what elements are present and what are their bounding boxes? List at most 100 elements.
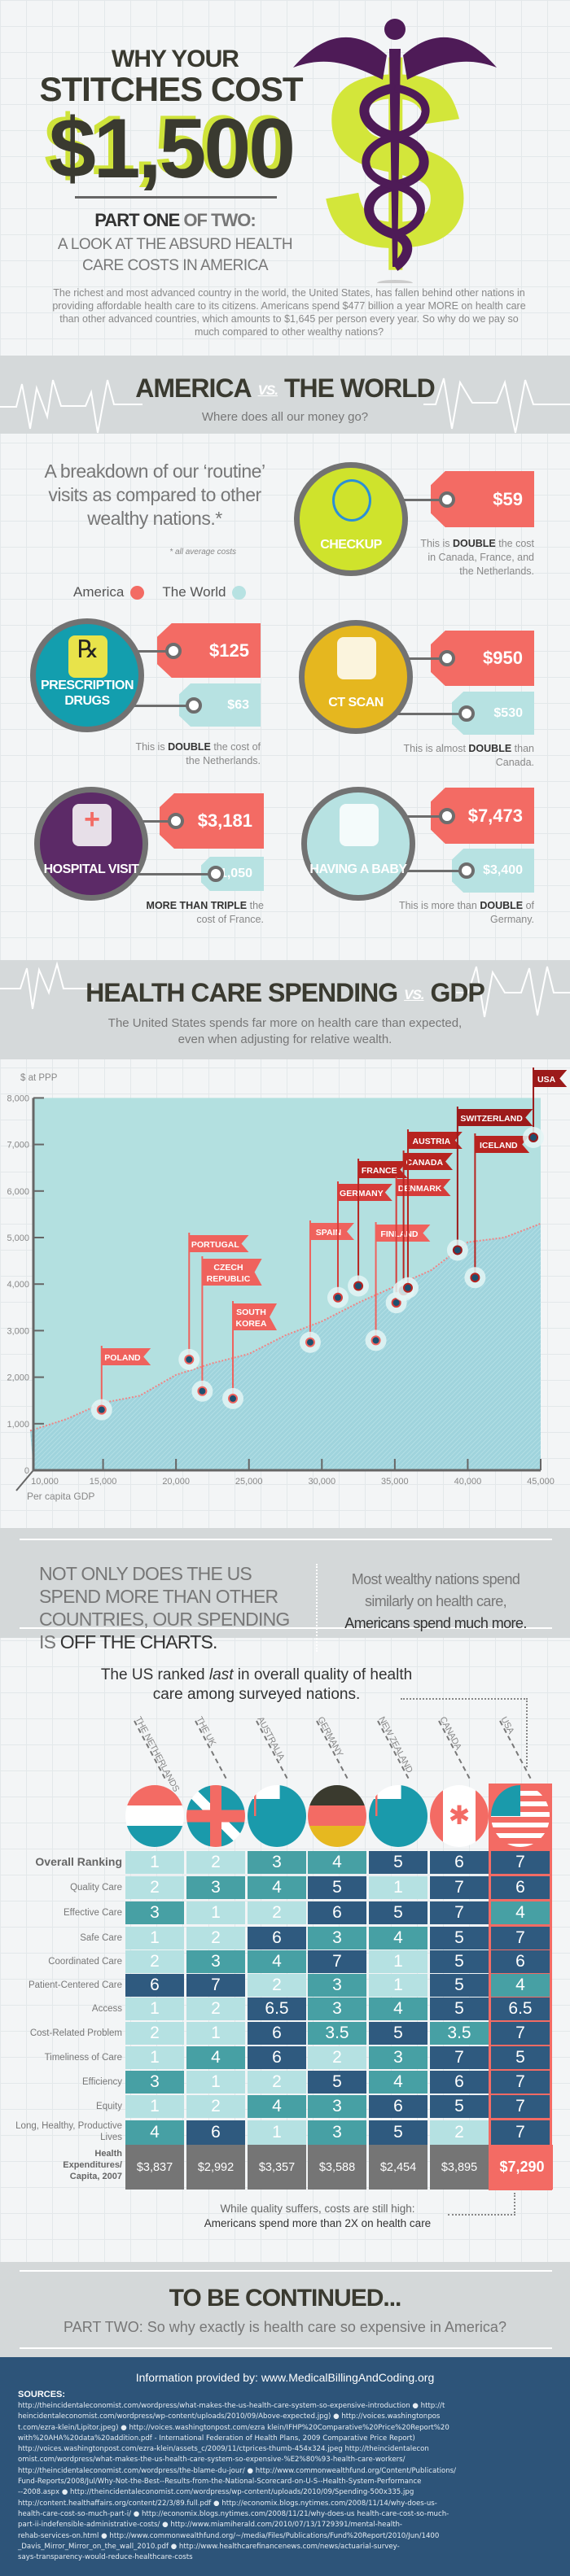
rank-cell: 2 [186,1997,245,2020]
legend-swatch-world [232,585,247,600]
rank-cell: 2 [430,2120,489,2145]
footnote: * all average costs [169,548,236,557]
part-label: PART ONE OF TWO: [33,210,318,231]
rank-cell: 3 [308,2120,366,2145]
info-provided-by[interactable]: Information provided by: www.MedicalBill… [135,2371,435,2384]
source-line[interactable]: health-care-cost-so-much-part-i/ ● http:… [18,2509,449,2518]
rank-cell: 5 [430,2095,489,2118]
point-label: POLAND [104,1353,141,1363]
tag-hole-icon [165,642,182,659]
rank-cell: 3.5 [430,2022,489,2045]
rank-cell: 5 [369,1901,428,1924]
callout-left-bold: OFF THE CHARTS. [59,1631,218,1653]
rank-cell: 6.5 [248,1997,306,2020]
source-line[interactable]: Fund-Reports/2008/Jul/Why-Not-the-Best--… [18,2478,422,2486]
data-point-finland[interactable]: FINLAND [365,1222,431,1351]
data-point-poland[interactable]: POLAND [90,1346,151,1421]
visit-circle: + HOSPITAL VISIT [34,787,148,901]
rank-cell: 4 [248,2095,306,2118]
source-line[interactable]: --2008.aspx ● http://theincidentaleconom… [18,2488,414,2497]
data-point-spain[interactable]: SPAIN [299,1220,354,1353]
source-line[interactable]: omist.com/wordpress/what-makes-the-us-he… [18,2456,406,2465]
source-line[interactable]: http://voices.washingtonpost.com/ezra-kl… [18,2445,429,2454]
america-price: $7,473 [467,805,523,826]
flag-banner [403,1153,454,1170]
rank-cell: 7 [430,1876,489,1899]
rank-cell: 3 [248,1851,306,1874]
caption-bold: DOUBLE [168,741,211,753]
expenditure-cell: $3,837 [125,2145,184,2190]
point-marker [305,1337,315,1347]
expenditure-cell: $3,357 [248,2145,306,2190]
rank-cell: 5 [430,1950,489,1973]
row-label: Patient-Centered Care [28,1980,122,1990]
source-line[interactable]: with%20AHA%20data%20addition.pdf - Inter… [18,2434,415,2443]
data-point-switzerland[interactable]: SWITZERLAND [446,1107,533,1261]
rank-cell: 6 [186,2120,245,2145]
rank-cell: 4 [186,2046,245,2069]
callout-left-text: NOT ONLY DOES THE US SPEND MORE THAN OTH… [39,1563,290,1653]
data-point-portugal[interactable]: PORTUGAL [178,1233,249,1370]
callout-divider [316,1564,318,1652]
data-point-germany[interactable]: GERMANY [327,1181,392,1308]
vs-label: VS. [404,986,424,1002]
america-price-tag: $3,181 [160,793,264,849]
data-point-south-korea[interactable]: SOUTH KOREA [222,1301,278,1409]
point-label: CANADA [406,1158,444,1168]
section-banner-spending-vs-gdp: HEALTH CARE SPENDING VS. GDP The United St… [0,960,570,1059]
new-zealand-flag-icon [369,1785,428,1847]
rank-cell: 3.5 [308,2022,366,2045]
data-point-france[interactable]: FRANCE [348,1159,408,1297]
source-line[interactable]: http://theincidentaleconomist.com/wordpr… [18,2402,445,2410]
source-line[interactable]: http://content.healthaffairs.org/content… [18,2499,437,2508]
ct-scanner-icon [337,637,376,679]
data-point-denmark[interactable]: DENMARK [385,1177,451,1314]
sources-label: SOURCES: [18,2390,66,2399]
data-point-austria[interactable]: AUSTRIA [397,1129,463,1299]
point-label: FINLAND [380,1229,418,1239]
rank-cell: 3 [308,1927,366,1949]
flag-banner [533,1070,568,1087]
rank-cell: 1 [248,2120,306,2145]
visit-circle: CT SCAN [299,620,413,734]
subtitle: A LOOK AT THE ABSURD HEALTH CARE COSTS I… [57,236,293,274]
column-header-country: THE UK [194,1715,218,1748]
rank-cell: 1 [369,1974,428,1997]
source-line[interactable]: t.com/ezra-klein/Lipitor.jpeg) ● http://… [18,2423,449,2432]
source-line[interactable]: _Davis_Mirror_Mirror_on_the_wall_2010.pd… [18,2542,400,2551]
source-line[interactable]: http://theincidentaleconomist.com/wordpr… [18,2466,457,2475]
rank-cell: 1 [125,1997,184,2020]
dotted-pointer [448,2193,515,2216]
chart-svg: 0 1,000 2,000 3,000 4,000 5,000 6,000 7,000 8,00… [7,1068,568,1502]
source-line[interactable]: rehab-services-on.html ● http://www.comm… [18,2531,440,2540]
point-marker [353,1281,364,1291]
america-price: $950 [483,648,523,668]
tag-hole-icon [186,696,202,714]
rank-cell: 4 [491,1974,550,1997]
row-label: Effective Care [63,1908,122,1918]
part-label-rest: OF TWO: [179,210,256,230]
point-label: PORTUGAL [191,1240,240,1250]
expenditure-cell: $2,992 [186,2145,245,2190]
heartbeat-line-icon [0,961,570,1018]
caption-text: the cost in Canada, France, and the Neth… [428,538,534,577]
source-line[interactable]: heincidentaleconomist.com/wordpress/wp-c… [18,2412,441,2421]
data-point-usa[interactable]: USA [523,1068,568,1149]
point-label: SWITZERLAND [460,1114,523,1124]
point-marker [184,1354,195,1364]
visit-caption: This is almost DOUBLE than Canada. [396,742,534,770]
row-label: Equity [96,2102,122,2111]
rank-cell: 2 [125,1950,184,1973]
data-point-iceland[interactable]: ICELAND [464,1133,530,1289]
y-axis-label: $ at PPP [20,1073,58,1083]
source-line[interactable]: says-transparency-would-reduce-healthcar… [18,2553,193,2562]
rank-cell: 7 [430,2046,489,2069]
source-line[interactable]: part-ii-indefensible-administrative-cost… [18,2521,403,2530]
rank-cell: 5 [491,2046,550,2069]
part-label-bold: PART ONE [94,210,180,230]
y-tick-label: 3,000 [7,1326,29,1336]
row-label: Safe Care [80,1933,122,1943]
visit-label: HOSPITAL VISIT [43,862,139,876]
x-tick-label: 45,000 [527,1477,555,1487]
